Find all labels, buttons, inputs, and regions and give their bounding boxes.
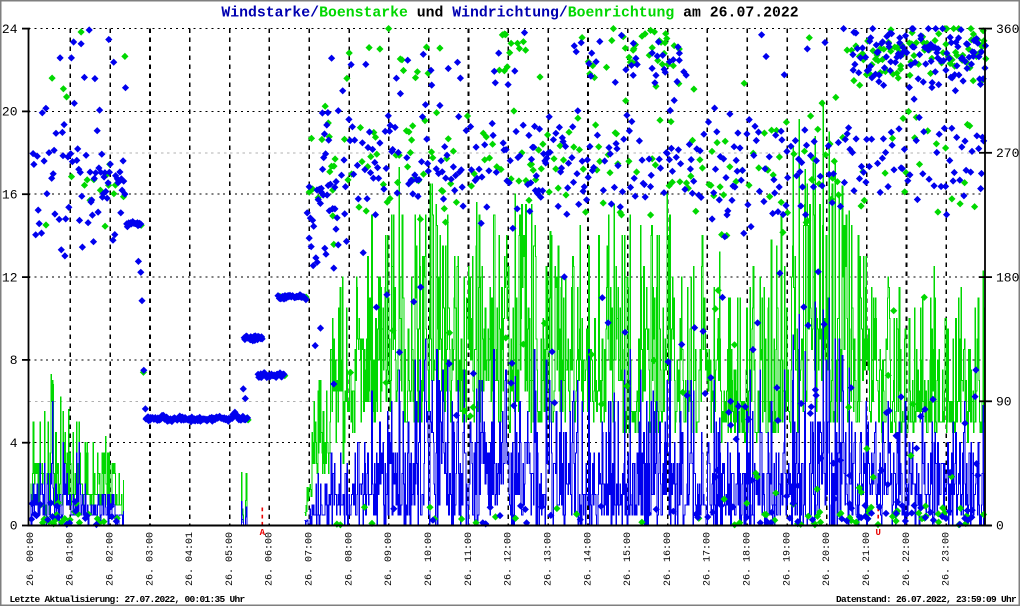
svg-text:26. 07:00: 26. 07:00 [305,532,316,586]
svg-text:26. 18:00: 26. 18:00 [743,532,754,586]
svg-text:26. 08:00: 26. 08:00 [344,532,355,586]
svg-text:26. 17:00: 26. 17:00 [703,532,714,586]
svg-text:26. 11:00: 26. 11:00 [464,532,475,586]
svg-text:26. 02:00: 26. 02:00 [105,532,116,586]
svg-text:26. 04:01: 26. 04:01 [185,532,196,586]
svg-text:360: 360 [996,22,1019,37]
svg-text:A: A [260,528,266,538]
svg-text:4: 4 [10,436,18,451]
svg-text:270: 270 [996,146,1019,161]
svg-text:8: 8 [10,353,18,368]
svg-text:26. 01:00: 26. 01:00 [66,532,77,586]
svg-text:26. 03:00: 26. 03:00 [145,532,156,586]
svg-text:26. 05:00: 26. 05:00 [225,532,236,586]
svg-text:Datenstand: 26.07.2022, 23:59:: Datenstand: 26.07.2022, 23:59:09 Uhr [836,594,1017,605]
svg-text:12: 12 [2,270,18,285]
svg-text:180: 180 [996,270,1019,285]
svg-text:26. 21:00: 26. 21:00 [862,532,873,586]
svg-text:0: 0 [996,519,1004,534]
svg-text:20: 20 [2,105,18,120]
svg-text:24: 24 [2,22,18,37]
svg-text:26. 19:00: 26. 19:00 [782,532,793,586]
svg-text:26. 09:00: 26. 09:00 [384,532,395,586]
svg-text:U: U [875,528,880,538]
svg-text:Letzte Aktualisierung: 27.07.2: Letzte Aktualisierung: 27.07.2022, 00:01… [10,594,246,605]
svg-text:90: 90 [996,395,1012,410]
svg-text:26. 15:00: 26. 15:00 [623,532,634,586]
svg-text:26. 12:00: 26. 12:00 [504,532,515,586]
svg-text:26. 00:00: 26. 00:00 [26,532,37,586]
svg-text:Windstarke/Boenstarke und Wind: Windstarke/Boenstarke und Windrichtung/B… [221,6,798,22]
svg-text:26. 23:00: 26. 23:00 [942,532,953,586]
svg-text:26. 10:00: 26. 10:00 [424,532,435,586]
svg-text:16: 16 [2,187,18,202]
svg-text:26. 06:00: 26. 06:00 [265,532,276,586]
svg-text:26. 22:00: 26. 22:00 [902,532,913,586]
svg-text:26. 20:00: 26. 20:00 [822,532,833,586]
svg-text:26. 14:00: 26. 14:00 [583,532,594,586]
svg-text:26. 16:00: 26. 16:00 [663,532,674,586]
svg-text:0: 0 [10,519,18,534]
svg-text:26. 13:00: 26. 13:00 [544,532,555,586]
